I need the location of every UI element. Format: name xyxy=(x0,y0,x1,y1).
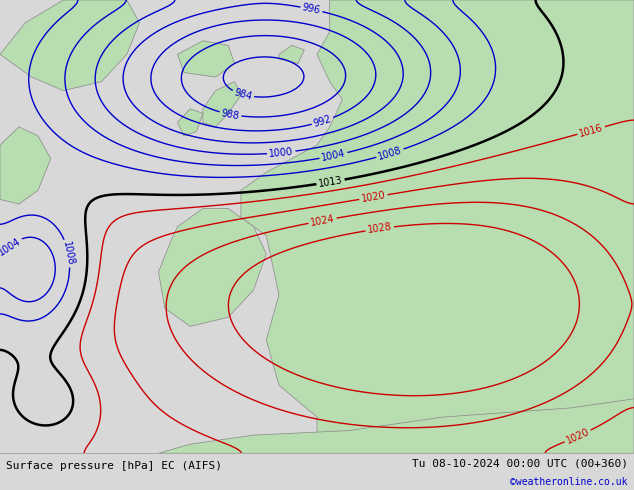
Text: Surface pressure [hPa] EC (AIFS): Surface pressure [hPa] EC (AIFS) xyxy=(6,461,223,471)
Text: 984: 984 xyxy=(233,87,254,102)
Text: 1020: 1020 xyxy=(564,427,591,446)
Polygon shape xyxy=(241,0,634,453)
Polygon shape xyxy=(178,109,203,136)
Text: 1000: 1000 xyxy=(269,147,294,159)
Text: 1008: 1008 xyxy=(377,145,403,162)
Polygon shape xyxy=(0,127,51,204)
Text: 1004: 1004 xyxy=(321,148,347,163)
Text: 992: 992 xyxy=(312,114,333,129)
Text: 1013: 1013 xyxy=(318,175,344,189)
Polygon shape xyxy=(203,82,241,127)
Text: ©weatheronline.co.uk: ©weatheronline.co.uk xyxy=(510,477,628,487)
Text: Tu 08-10-2024 00:00 UTC (00+360): Tu 08-10-2024 00:00 UTC (00+360) xyxy=(411,459,628,468)
Text: 1016: 1016 xyxy=(578,122,604,139)
Text: 1028: 1028 xyxy=(367,222,392,235)
Text: 988: 988 xyxy=(221,108,240,121)
Polygon shape xyxy=(158,209,266,326)
Text: 1024: 1024 xyxy=(309,214,335,228)
Text: 1004: 1004 xyxy=(0,236,23,257)
Polygon shape xyxy=(178,41,235,77)
Text: 1020: 1020 xyxy=(361,190,386,204)
Text: 996: 996 xyxy=(301,2,321,16)
Polygon shape xyxy=(279,46,304,64)
Polygon shape xyxy=(158,399,634,453)
Polygon shape xyxy=(0,0,139,91)
Text: 1008: 1008 xyxy=(61,240,75,266)
